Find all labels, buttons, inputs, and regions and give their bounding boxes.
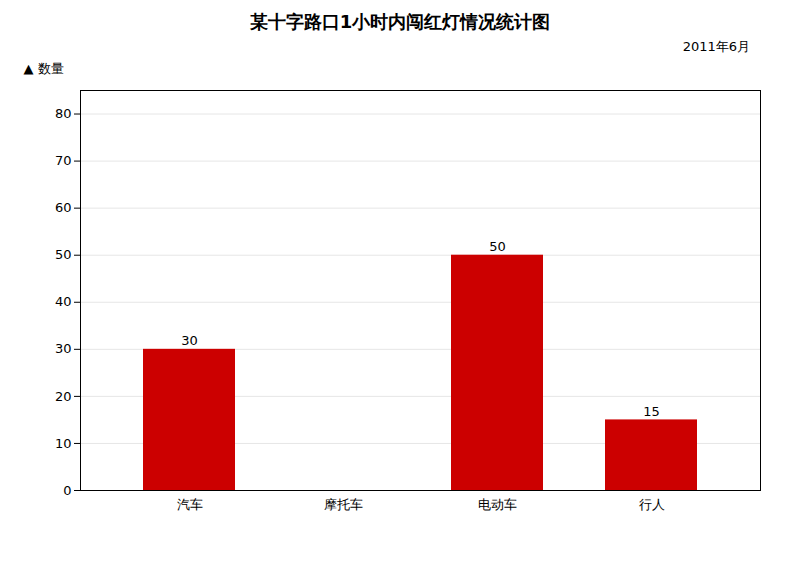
html-text:2011年6月: 2011年6月 (682, 39, 750, 54)
svg-text:30: 30 (55, 341, 72, 356)
svg-text:60: 60 (55, 200, 72, 215)
svg-text:40: 40 (55, 294, 72, 309)
svg-text:行人: 行人 (639, 497, 665, 512)
svg-text:0: 0 (63, 483, 71, 498)
svg-text:70: 70 (55, 153, 72, 168)
svg-text:摩托车: 摩托车 (324, 497, 363, 512)
svg-text:汽车: 汽车 (177, 497, 203, 512)
svg-text:30: 30 (181, 333, 198, 348)
html-text:某十字路口1小时内闯红灯情况统计图: 某十字路口1小时内闯红灯情况统计图 (249, 11, 551, 32)
svg-text:▲ 数量: ▲ 数量 (24, 61, 64, 76)
svg-text:50: 50 (489, 239, 506, 254)
svg-text:10: 10 (55, 436, 72, 451)
svg-text:50: 50 (55, 247, 72, 262)
svg-text:80: 80 (55, 106, 72, 121)
svg-text:15: 15 (643, 404, 660, 419)
svg-text:电动车: 电动车 (478, 497, 517, 512)
svg-text:20: 20 (55, 389, 72, 404)
